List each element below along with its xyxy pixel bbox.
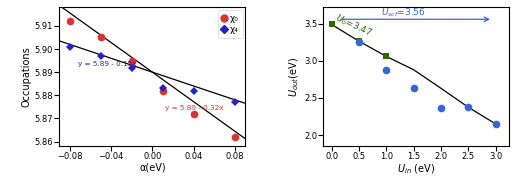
Legend: χ₀, χ₄: χ₀, χ₄: [218, 10, 242, 38]
X-axis label: $U_{in}$ (eV): $U_{in}$ (eV): [397, 163, 435, 176]
Text: y = 5.89 - 0.15x: y = 5.89 - 0.15x: [78, 61, 136, 67]
Y-axis label: Occupations: Occupations: [22, 46, 32, 107]
Y-axis label: $U_{out}$(eV): $U_{out}$(eV): [287, 57, 301, 97]
X-axis label: α(eV): α(eV): [139, 163, 166, 173]
Text: $U_{scf}$=3.56: $U_{scf}$=3.56: [381, 6, 425, 19]
Text: $U_0$=3.47: $U_0$=3.47: [332, 12, 374, 40]
Text: y = 5.89 - 0.32x: y = 5.89 - 0.32x: [165, 105, 223, 111]
